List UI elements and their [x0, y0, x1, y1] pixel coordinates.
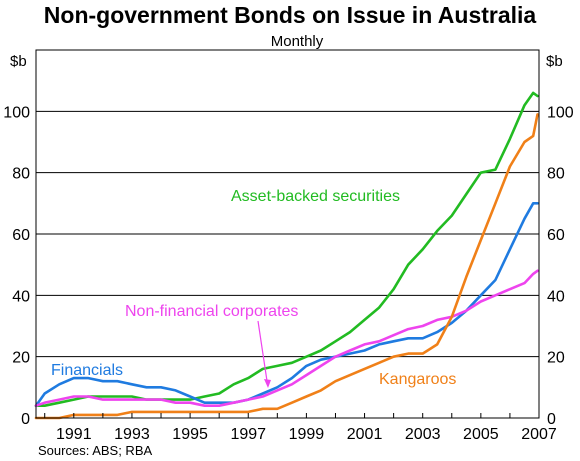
y-tick-left-40: 40: [12, 288, 30, 305]
x-ticks: 1991 1993 1995 1997 1999 2001 2003 2005 2007: [44, 413, 557, 443]
x-tick-1997: 1997: [230, 426, 266, 443]
y-tick-right-20: 20: [547, 350, 565, 367]
series-line-asset-backed-securities: [34, 91, 539, 408]
x-tick-1995: 1995: [172, 426, 208, 443]
annotation-arrow-line: [257, 320, 268, 382]
x-tick-1993: 1993: [114, 426, 150, 443]
plot-frame: [35, 49, 540, 419]
annotation-arrow-head: [264, 379, 271, 388]
y-tick-right-80: 80: [547, 166, 565, 183]
x-tick-2003: 2003: [405, 426, 441, 443]
y-tick-left-20: 20: [12, 350, 30, 367]
chart-title: Non-government Bonds on Issue in Austral…: [44, 2, 537, 28]
y-tick-right-60: 60: [547, 227, 565, 244]
x-tick-2001: 2001: [347, 426, 383, 443]
x-tick-1999: 1999: [289, 426, 325, 443]
series-label-asset-backed: Asset-backed securities: [231, 188, 400, 205]
y-ticks-right: 0 20 40 60 80 100: [547, 104, 574, 428]
series-label-non-financial: Non-financial corporates: [125, 303, 298, 320]
y-tick-right-100: 100: [547, 104, 574, 121]
source-note: Sources: ABS; RBA: [38, 443, 152, 458]
y-unit-right: $b: [546, 53, 563, 70]
x-tick-2007: 2007: [521, 426, 557, 443]
y-tick-left-80: 80: [12, 166, 30, 183]
y-tick-right-0: 0: [547, 411, 556, 428]
y-tick-left-60: 60: [12, 227, 30, 244]
y-tick-right-40: 40: [547, 288, 565, 305]
series-label-kangaroos: Kangaroos: [379, 371, 456, 388]
chart-subtitle: Monthly: [271, 33, 324, 50]
x-tick-1991: 1991: [56, 426, 92, 443]
y-tick-left-0: 0: [21, 411, 30, 428]
y-ticks-left: 0 20 40 60 80 100: [3, 104, 30, 428]
gridlines: [36, 110, 539, 358]
x-tick-2005: 2005: [463, 426, 499, 443]
series-label-financials: Financials: [51, 362, 123, 379]
y-tick-left-100: 100: [3, 104, 30, 121]
y-unit-left: $b: [10, 53, 27, 70]
series-layer: [34, 91, 539, 420]
series-line-kangaroos: [34, 113, 539, 420]
series-line-non-financial-corporates: [34, 269, 539, 408]
